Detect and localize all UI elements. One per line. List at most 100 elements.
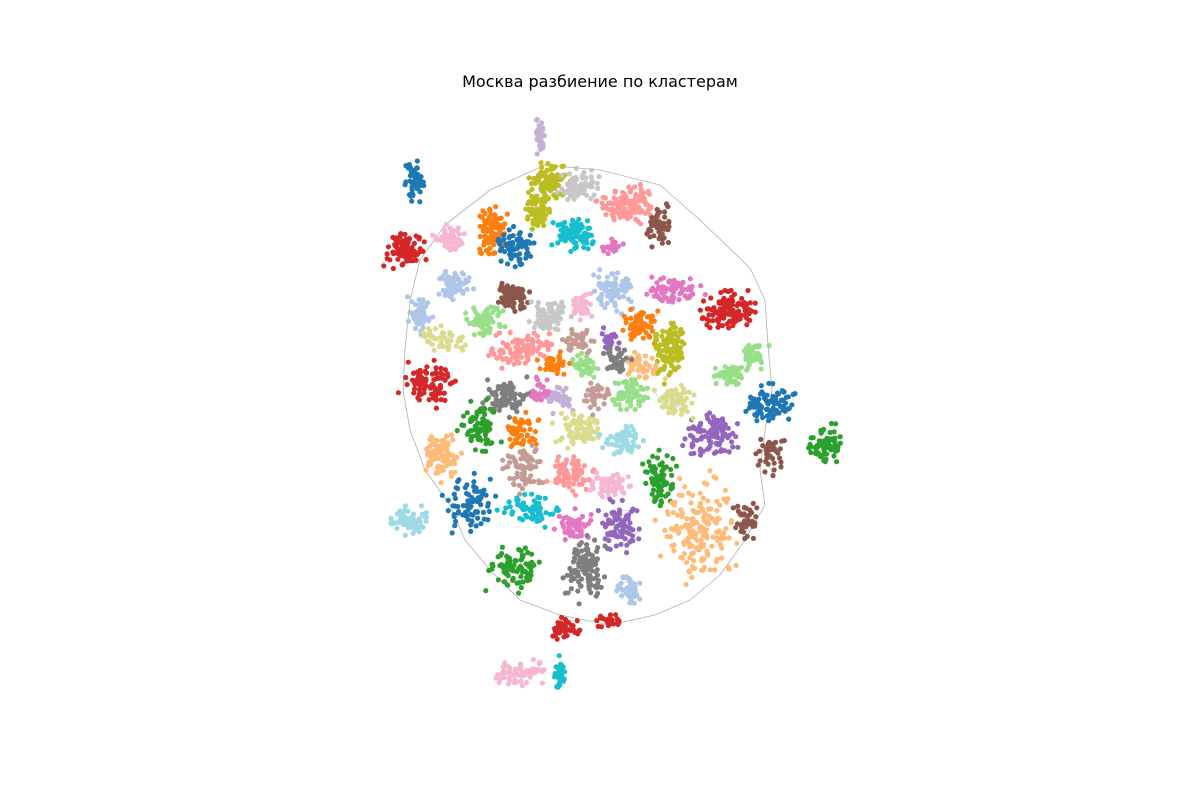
road-edge (659, 184, 701, 221)
cluster-node (549, 356, 555, 362)
cluster-node (571, 469, 578, 475)
cluster-node (710, 318, 716, 324)
cluster-node (407, 173, 413, 179)
cluster-node (464, 482, 470, 488)
cluster-node (698, 528, 704, 534)
cluster-node (510, 233, 516, 239)
cluster-node (591, 365, 597, 371)
cluster-node (609, 396, 616, 403)
cluster-node (668, 486, 674, 492)
cluster-node (773, 410, 779, 416)
cluster-node (601, 401, 607, 407)
cluster-node (573, 245, 579, 251)
cluster-node (533, 446, 539, 453)
cluster-node (642, 353, 649, 359)
cluster-node (420, 248, 426, 254)
cluster-node (709, 543, 715, 549)
cluster-node (764, 455, 770, 461)
cluster-node (584, 218, 591, 224)
cluster-node (679, 524, 685, 530)
cluster-node (596, 296, 602, 302)
cluster-node (837, 440, 844, 446)
cluster-node (492, 212, 498, 218)
cluster-node (541, 222, 547, 229)
cluster-node (719, 311, 725, 317)
cluster-node (497, 224, 503, 231)
cluster-node (568, 577, 574, 584)
cluster-node (514, 470, 520, 476)
cluster-node (502, 221, 508, 227)
cluster-node (484, 307, 490, 313)
cluster-node (770, 473, 776, 479)
cluster-node (554, 173, 560, 179)
cluster-node (506, 499, 512, 505)
cluster-node (584, 358, 590, 364)
cluster-node (530, 194, 536, 200)
cluster-node (667, 278, 673, 284)
cluster-node (524, 432, 531, 438)
cluster-node (495, 554, 501, 560)
cluster-node (756, 342, 763, 349)
cluster-node (616, 509, 623, 515)
cluster-node (498, 258, 504, 264)
cluster-node (671, 548, 677, 554)
cluster-node (565, 197, 571, 203)
cluster-node (508, 563, 514, 569)
cluster-node (642, 321, 648, 327)
cluster-node (700, 298, 707, 304)
cluster-node (532, 389, 538, 396)
cluster-node (718, 555, 725, 561)
cluster-node (523, 255, 529, 261)
cluster-node (756, 448, 763, 454)
cluster-node (699, 508, 706, 514)
cluster-node (678, 382, 685, 388)
cluster-node (496, 398, 502, 404)
cluster-node (486, 214, 492, 220)
cluster-node (506, 414, 512, 421)
cluster-node (618, 541, 624, 548)
cluster-node (664, 509, 671, 515)
cluster-node (557, 233, 563, 239)
cluster-node (522, 569, 529, 575)
cluster-node (640, 335, 646, 341)
cluster-node (655, 352, 661, 358)
cluster-node (729, 294, 735, 300)
cluster-node (495, 577, 501, 583)
cluster-node (689, 574, 695, 581)
cluster-node (770, 455, 776, 462)
cluster-node (512, 437, 519, 443)
cluster-node (483, 588, 489, 594)
cluster-node (416, 234, 422, 241)
cluster-node (662, 376, 668, 382)
cluster-node (471, 479, 477, 485)
cluster-node (518, 349, 524, 355)
cluster-node (457, 287, 463, 293)
cluster-node (432, 326, 438, 332)
cluster-node (571, 196, 577, 202)
cluster-node (734, 373, 740, 380)
cluster-node (485, 437, 491, 443)
cluster-node (610, 271, 616, 277)
cluster-node (539, 141, 545, 147)
cluster-node (656, 476, 662, 482)
cluster-node (627, 483, 634, 489)
cluster-node (402, 532, 408, 538)
cluster-node (611, 451, 617, 457)
cluster-node (633, 319, 639, 325)
cluster-node (527, 561, 533, 567)
cluster-node (536, 518, 543, 524)
cluster-node (421, 239, 427, 245)
cluster-node (531, 240, 537, 246)
cluster-node (657, 398, 663, 404)
cluster-node (581, 239, 587, 245)
cluster-node (495, 312, 501, 319)
cluster-node (664, 341, 670, 347)
cluster-node (586, 583, 592, 589)
cluster-node (623, 355, 629, 361)
cluster-node (711, 373, 718, 379)
cluster-node (587, 573, 593, 579)
cluster-node (411, 240, 417, 246)
cluster-node (622, 536, 628, 542)
cluster-node (596, 274, 602, 280)
cluster-node (590, 389, 596, 395)
